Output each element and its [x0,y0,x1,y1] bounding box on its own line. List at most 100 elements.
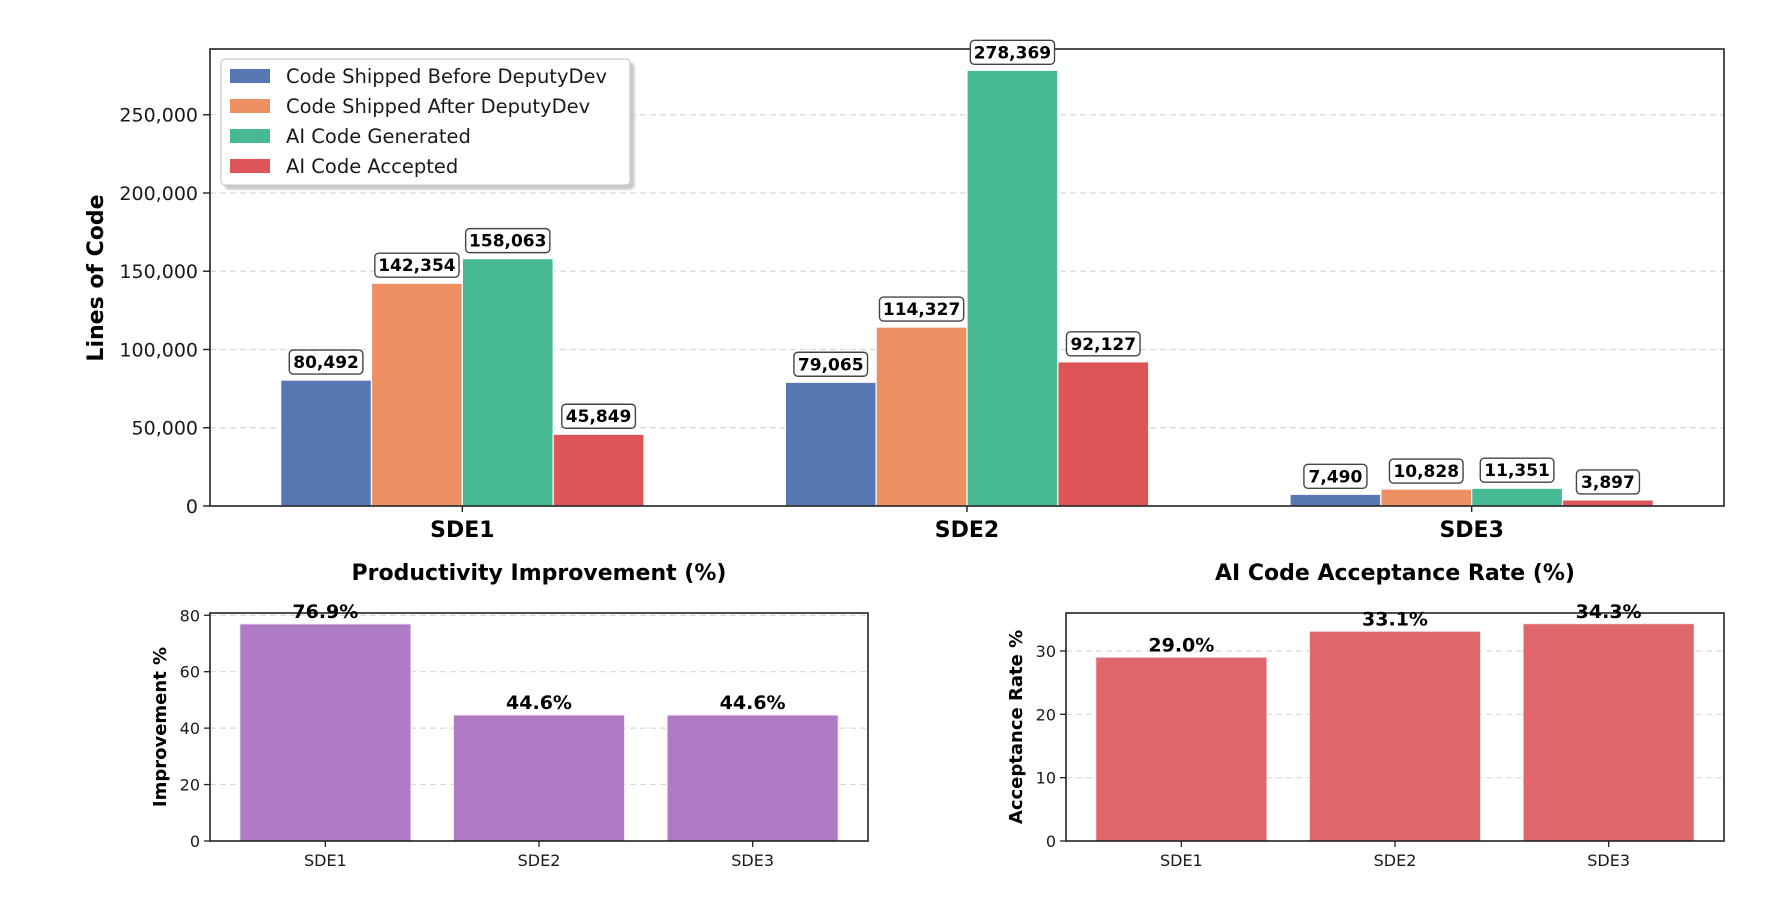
data-label-text: 79,065 [798,355,864,375]
productivity-x-ticks: SDE1 SDE2 SDE3 [304,841,774,870]
productivity-x-tick-label-sde2: SDE2 [518,851,561,870]
productivity-data-labels: 76.9% 44.6% 44.6% [292,601,785,714]
main-x-tick-label-sde2: SDE2 [935,518,999,543]
data-label-ai-code-accepted-sde3: 3,897 [1575,469,1641,495]
legend-item-ai-code-accepted: AI Code Accepted [230,155,458,178]
main-y-axis-label: Lines of Code [84,194,109,361]
data-label-text: 10,828 [1393,462,1459,482]
bar-ai-code-accepted-sde3 [1561,499,1654,507]
acceptance-rate-chart: AI Code Acceptance Rate (%) 0 10 20 30 SDE1… [1006,561,1725,870]
lines-of-code-chart: 0 50,000 100,000 150,000 200,000 250,000 SDE1… [84,39,1725,543]
data-label-box [1303,463,1368,489]
legend: Code Shipped Before DeputyDev Code Shippe… [220,58,631,186]
productivity-x-tick-label-sde1: SDE1 [304,851,347,870]
data-label-text: 80,492 [293,353,359,373]
main-x-ticks: SDE1 SDE2 SDE3 [430,506,1504,543]
data-label-box [793,351,869,377]
data-label-box [288,349,364,375]
data-label-code-shipped-after-deputydev-sde3: 10,828 [1388,458,1464,484]
acceptance-y-tick-label: 30 [1036,642,1056,661]
data-label-text: 3,897 [1581,473,1635,493]
legend-item-code-shipped-after-deputydev: Code Shipped After DeputyDev [230,95,590,118]
main-y-tick-label: 150,000 [119,261,198,283]
acceptance-chart-title: AI Code Acceptance Rate (%) [1215,561,1575,586]
data-label-box [561,403,637,429]
legend-swatch [230,69,270,83]
data-label-text: 142,354 [378,256,456,276]
acceptance-x-tick-label-sde1: SDE1 [1160,851,1203,870]
main-y-tick-label: 0 [186,496,198,518]
data-label-box [1065,331,1141,357]
data-label-ai-code-generated-sde1: 158,063 [464,227,551,254]
data-label-ai-code-accepted-sde2: 92,127 [1065,331,1141,357]
main-data-labels: 80,492 79,065 7,490 142,354 114,327 10,828 158… [288,39,1641,495]
acceptance-x-ticks: SDE1 SDE2 SDE3 [1160,841,1630,870]
productivity-y-tick-label: 0 [190,832,200,851]
bar-code-shipped-before-deputydev-sde1 [280,379,373,507]
acceptance-x-tick-label-sde2: SDE2 [1374,851,1417,870]
bar-ai-code-generated-sde3 [1471,487,1564,507]
main-y-ticks: 0 50,000 100,000 150,000 200,000 250,000 [119,105,210,518]
productivity-y-tick-label: 20 [180,776,200,795]
legend-label: AI Code Accepted [286,155,458,178]
data-label-code-shipped-after-deputydev-sde2: 114,327 [878,296,965,322]
productivity-bar-sde1 [239,623,412,842]
main-bars [280,69,1654,507]
productivity-chart-title: Productivity Improvement (%) [352,561,727,586]
bar-code-shipped-after-deputydev-sde2 [875,326,968,507]
data-label-box [464,227,551,254]
main-y-tick-label: 100,000 [119,339,198,361]
productivity-data-label-sde2: 44.6% [506,692,572,714]
acceptance-y-axis-label: Acceptance Rate % [1006,630,1027,824]
legend-swatch [230,159,270,173]
main-y-tick-label: 200,000 [119,183,198,205]
legend-swatch [230,99,270,113]
acceptance-x-tick-label-sde3: SDE3 [1587,851,1630,870]
acceptance-y-tick-label: 0 [1046,832,1056,851]
productivity-y-tick-label: 60 [180,663,200,682]
bar-code-shipped-before-deputydev-sde3 [1289,493,1382,507]
bar-code-shipped-before-deputydev-sde2 [784,381,877,507]
bar-ai-code-generated-sde2 [966,69,1059,507]
data-label-text: 114,327 [883,300,960,320]
acceptance-bar-sde2 [1309,630,1481,842]
legend-label: Code Shipped Before DeputyDev [286,65,607,88]
data-label-ai-code-generated-sde2: 278,369 [969,39,1056,66]
legend-label: AI Code Generated [286,125,471,148]
bar-code-shipped-after-deputydev-sde3 [1380,488,1473,507]
productivity-bars [239,623,839,842]
legend-label: Code Shipped After DeputyDev [286,95,590,118]
data-label-box [374,252,460,278]
data-label-box [969,39,1056,66]
data-label-box [1388,458,1464,484]
data-label-text: 7,490 [1309,467,1363,487]
main-x-tick-label-sde3: SDE3 [1439,518,1503,543]
main-x-tick-label-sde1: SDE1 [430,518,494,543]
acceptance-bar-sde1 [1095,656,1268,842]
data-label-ai-code-accepted-sde1: 45,849 [561,403,637,429]
bar-ai-code-generated-sde1 [461,258,554,507]
acceptance-data-labels: 29.0% 33.1% 34.3% [1148,601,1641,657]
acceptance-bars [1095,623,1695,842]
productivity-y-ticks: 0 20 40 60 80 [180,606,210,851]
acceptance-y-ticks: 0 10 20 30 [1036,642,1066,851]
data-label-text: 11,351 [1484,461,1550,481]
data-label-text: 158,063 [469,232,546,252]
data-label-box [878,296,965,322]
data-label-code-shipped-after-deputydev-sde1: 142,354 [374,252,460,278]
legend-swatch [230,129,270,143]
bar-code-shipped-after-deputydev-sde1 [370,282,463,507]
main-y-tick-label: 250,000 [119,105,198,127]
bar-ai-code-accepted-sde1 [552,433,645,507]
productivity-bar-sde3 [666,714,839,842]
data-label-code-shipped-before-deputydev-sde1: 80,492 [288,349,364,375]
productivity-data-label-sde3: 44.6% [720,692,786,714]
acceptance-y-tick-label: 10 [1036,769,1056,788]
productivity-improvement-chart: Productivity Improvement (%) 0 20 40 60 80 S… [150,561,869,870]
data-label-text: 92,127 [1070,335,1136,355]
data-label-ai-code-generated-sde3: 11,351 [1479,457,1555,483]
data-label-text: 278,369 [974,43,1051,63]
productivity-y-axis-label: Improvement % [150,647,171,807]
acceptance-y-tick-label: 20 [1036,705,1056,724]
